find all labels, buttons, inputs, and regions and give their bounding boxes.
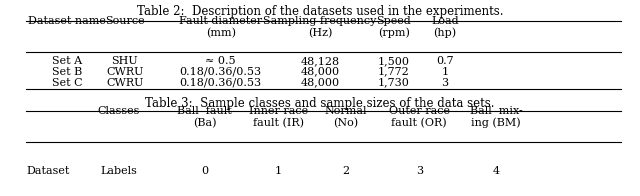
Text: Speed: Speed <box>376 16 411 26</box>
Text: (Ba): (Ba) <box>193 118 216 128</box>
Text: 1,500: 1,500 <box>378 56 410 66</box>
Text: Table 3:  Sample classes and sample sizes of the data sets.: Table 3: Sample classes and sample sizes… <box>145 97 495 110</box>
Text: Outer race: Outer race <box>388 106 450 116</box>
Text: 4: 4 <box>492 165 500 176</box>
Text: (No): (No) <box>333 118 358 128</box>
Text: ing (BM): ing (BM) <box>471 118 521 128</box>
Text: Set A: Set A <box>52 56 83 66</box>
Text: Table 2:  Description of the datasets used in the experiments.: Table 2: Description of the datasets use… <box>137 5 503 18</box>
Text: Source: Source <box>105 16 145 26</box>
Text: Normal: Normal <box>324 106 367 116</box>
Text: Classes: Classes <box>97 106 140 116</box>
Text: ≈ 0.5: ≈ 0.5 <box>205 56 236 66</box>
Text: 48,128: 48,128 <box>300 56 340 66</box>
Text: 1,730: 1,730 <box>378 78 410 88</box>
Text: 2: 2 <box>342 165 349 176</box>
Text: Ball  fault: Ball fault <box>177 106 232 116</box>
Text: 48,000: 48,000 <box>300 66 340 77</box>
Text: 1,772: 1,772 <box>378 66 410 77</box>
Text: Sampling frequency: Sampling frequency <box>263 16 377 26</box>
Text: 0.7: 0.7 <box>436 56 454 66</box>
Text: Dataset name: Dataset name <box>28 16 106 26</box>
Text: (mm): (mm) <box>206 28 236 38</box>
Text: (rpm): (rpm) <box>378 28 410 38</box>
Text: 3: 3 <box>415 165 423 176</box>
Text: Labels: Labels <box>100 165 137 176</box>
Text: 0.18/0.36/0.53: 0.18/0.36/0.53 <box>180 78 262 88</box>
Text: Dataset: Dataset <box>26 165 70 176</box>
Text: Set C: Set C <box>52 78 83 88</box>
Text: 0.18/0.36/0.53: 0.18/0.36/0.53 <box>180 66 262 77</box>
Text: 1: 1 <box>275 165 282 176</box>
Text: SHU: SHU <box>111 56 138 66</box>
Text: 1: 1 <box>441 66 449 77</box>
Text: CWRU: CWRU <box>106 78 143 88</box>
Text: (Hz): (Hz) <box>308 28 332 38</box>
Text: 48,000: 48,000 <box>300 78 340 88</box>
Text: (hp): (hp) <box>433 28 456 38</box>
Text: Inner race: Inner race <box>249 106 308 116</box>
Text: Load: Load <box>431 16 459 26</box>
Text: Set B: Set B <box>52 66 83 77</box>
Text: fault (OR): fault (OR) <box>392 118 447 128</box>
Text: Fault diameter: Fault diameter <box>179 16 262 26</box>
Text: 3: 3 <box>441 78 449 88</box>
Text: CWRU: CWRU <box>106 66 143 77</box>
Text: Ball  mix-: Ball mix- <box>470 106 522 116</box>
Text: fault (IR): fault (IR) <box>253 118 304 128</box>
Text: 0: 0 <box>201 165 209 176</box>
